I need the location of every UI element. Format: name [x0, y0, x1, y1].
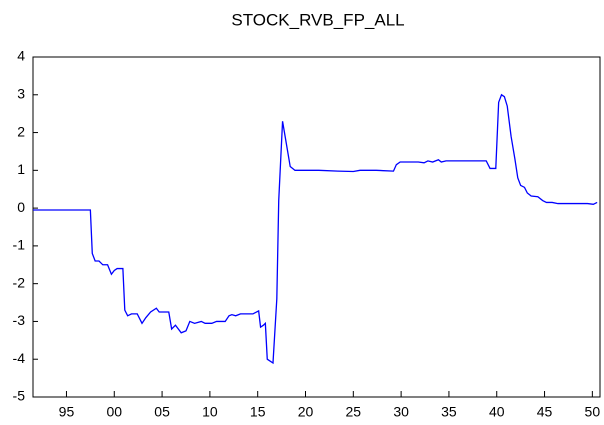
y-tick-label: 1: [17, 161, 25, 177]
y-tick-label: -5: [13, 388, 26, 404]
x-tick-label: 30: [393, 404, 409, 420]
x-tick-label: 05: [154, 404, 170, 420]
y-tick-label: -1: [13, 237, 26, 253]
y-tick-label: 0: [17, 199, 25, 215]
y-tick-label: -4: [13, 350, 26, 366]
x-tick-label: 25: [346, 404, 362, 420]
x-tick-label: 95: [59, 404, 75, 420]
x-tick-label: 50: [585, 404, 601, 420]
x-tick-label: 35: [441, 404, 457, 420]
y-tick-label: 3: [17, 85, 25, 101]
x-tick-label: 15: [250, 404, 266, 420]
chart-title: STOCK_RVB_FP_ALL: [231, 10, 404, 29]
y-tick-label: 4: [17, 48, 25, 64]
x-tick-label: 40: [489, 404, 505, 420]
y-tick-label: -3: [13, 312, 26, 328]
plot-frame: [32, 56, 601, 398]
data-line: [33, 93, 598, 365]
x-tick-label: 45: [537, 404, 553, 420]
y-tick-label: -2: [13, 274, 26, 290]
x-tick-label: 20: [298, 404, 314, 420]
x-tick-label: 00: [106, 404, 122, 420]
y-tick-label: 2: [17, 123, 25, 139]
x-tick-label: 10: [202, 404, 218, 420]
